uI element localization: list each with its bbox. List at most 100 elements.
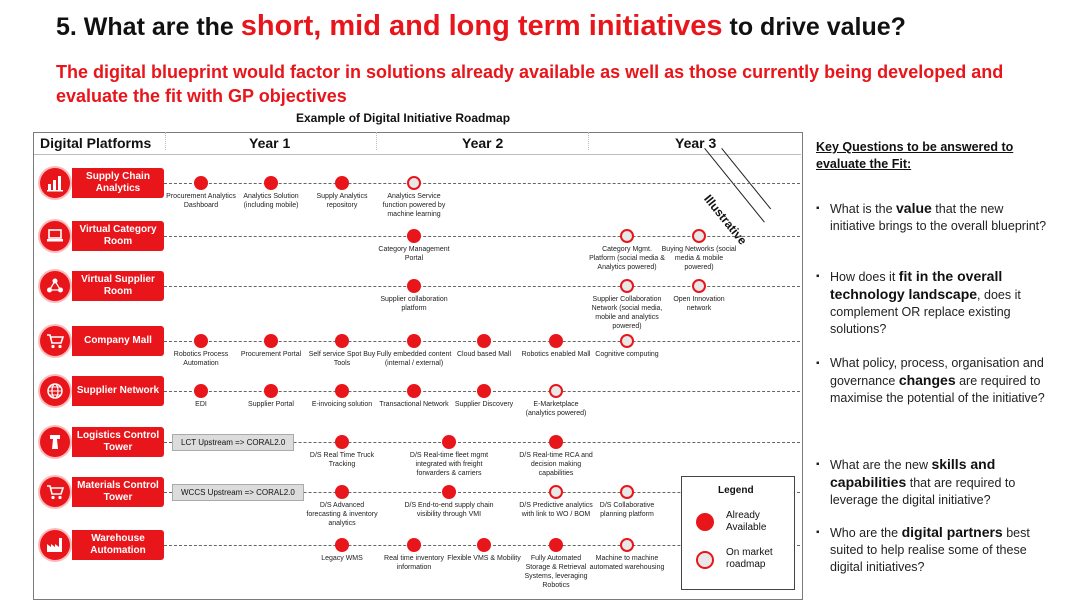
initiative-label: Robotics Process Automation: [173, 351, 229, 367]
roadmap-frame: [33, 132, 803, 600]
initiative-label: Category Management Portal: [378, 246, 450, 262]
market-roadmap-marker: [620, 229, 634, 243]
key-question: ▪ What policy, process, organisation and …: [816, 356, 1045, 405]
bullet-icon: ▪: [816, 203, 820, 214]
legend-market-label: On market roadmap: [726, 547, 773, 570]
initiative-label: D/S Real-time RCA and decision making ca…: [519, 452, 593, 477]
available-marker: [335, 538, 349, 552]
platform-label: Virtual Supplier Room: [72, 271, 164, 301]
initiative-label: E-invoicing solution: [311, 401, 373, 408]
legend-title: Legend: [718, 485, 754, 496]
market-roadmap-marker: [620, 538, 634, 552]
initiative-label: D/S Real-time fleet mgmt integrated with…: [409, 452, 489, 477]
legend-available-label: Already Available: [726, 510, 767, 533]
initiative-label: D/S Real Time Truck Tracking: [309, 452, 375, 468]
initiative-label: Supplier Collaboration Network (social m…: [591, 296, 663, 330]
initiative-label: D/S Predictive analytics with link to WO…: [519, 502, 593, 518]
bullet-icon: ▪: [816, 527, 820, 538]
market-roadmap-marker: [692, 279, 706, 293]
available-marker: [407, 334, 421, 348]
market-roadmap-marker: [407, 176, 421, 190]
platform-label: Supply Chain Analytics: [72, 168, 164, 198]
header-separator: [588, 132, 589, 150]
bullet-icon: ▪: [816, 271, 820, 282]
market-roadmap-marker: [620, 485, 634, 499]
initiative-label: D/S Advanced forecasting & inventory ana…: [306, 502, 378, 527]
platform-label: Virtual Category Room: [72, 221, 164, 251]
initiative-label: Real time inventory information: [384, 555, 444, 571]
available-marker: [442, 435, 456, 449]
available-marker: [335, 176, 349, 190]
initiative-label: D/S Collaborative planning platform: [599, 502, 655, 518]
platform-label: Company Mall: [72, 326, 164, 356]
initiative-label: Robotics enabled Mall: [521, 351, 591, 358]
legend-market-marker: [696, 551, 714, 569]
network-icon: [40, 271, 70, 301]
initiative-label: Procurement Analytics Dashboard: [166, 193, 236, 209]
platform-label: Supplier Network: [72, 376, 164, 406]
available-marker: [477, 384, 491, 398]
globe-icon: [40, 376, 70, 406]
header-year-1: Year 1: [249, 135, 291, 151]
initiative-label: Supplier Portal: [248, 401, 294, 408]
platform-label: Warehouse Automation: [72, 530, 164, 560]
available-marker: [407, 229, 421, 243]
initiative-label: Self service Spot Buy Tools: [308, 351, 376, 367]
cart-icon: [40, 477, 70, 507]
market-roadmap-marker: [549, 384, 563, 398]
available-marker: [549, 538, 563, 552]
legend-available-marker: [696, 513, 714, 531]
available-marker: [335, 435, 349, 449]
timeline-line: [164, 442, 800, 443]
bullet-icon: ▪: [816, 358, 820, 369]
initiative-label: Analytics Service function powered by ma…: [382, 193, 446, 218]
initiative-label: Cloud based Mall: [456, 351, 512, 358]
platform-label: Logistics Control Tower: [72, 427, 164, 457]
laptop-icon: [40, 221, 70, 251]
factory-icon: [40, 530, 70, 560]
initiative-label: Legacy WMS: [321, 555, 363, 562]
header-digital-platforms: Digital Platforms: [40, 135, 152, 151]
header-year-3: Year 3: [675, 135, 717, 151]
market-roadmap-marker: [549, 485, 563, 499]
initiative-label: Cognitive computing: [595, 351, 659, 358]
market-roadmap-marker: [620, 334, 634, 348]
initiative-label: Procurement Portal: [240, 351, 302, 358]
initiative-label: Supplier Discovery: [454, 401, 514, 408]
upstream-box: WCCS Upstream => CORAL2.0: [172, 484, 304, 501]
available-marker: [549, 334, 563, 348]
key-question: ▪ Who are the digital partners best suite…: [816, 524, 1030, 574]
key-question: ▪ What are the new skills and capabilitie…: [816, 456, 1016, 507]
timeline-line: [164, 286, 800, 287]
available-marker: [335, 485, 349, 499]
bar-chart-icon: [40, 168, 70, 198]
timeline-line: [164, 236, 800, 237]
header-year-2: Year 2: [462, 135, 504, 151]
initiative-label: Category Mgmt. Platform (social media & …: [589, 246, 665, 271]
legend: Legend Already Available On market roadm…: [681, 476, 795, 590]
cart-icon: [40, 326, 70, 356]
market-roadmap-marker: [692, 229, 706, 243]
available-marker: [264, 176, 278, 190]
available-marker: [194, 384, 208, 398]
available-marker: [407, 279, 421, 293]
timeline-line: [164, 492, 800, 493]
upstream-box: LCT Upstream => CORAL2.0: [172, 434, 295, 451]
initiative-label: Open Innovation network: [673, 296, 725, 312]
available-marker: [335, 334, 349, 348]
bullet-icon: ▪: [816, 459, 820, 470]
available-marker: [442, 485, 456, 499]
timeline-line: [164, 183, 800, 184]
platform-label: Materials Control Tower: [72, 477, 164, 507]
available-marker: [477, 538, 491, 552]
page-title: 5. What are the short, mid and long term…: [56, 10, 906, 42]
page-subtitle: The digital blueprint would factor in so…: [56, 62, 1004, 106]
available-marker: [194, 176, 208, 190]
key-question: ▪ What is the value that the new initiati…: [816, 200, 1047, 233]
initiative-label: Buying Networks (social media & mobile p…: [661, 246, 737, 271]
initiative-label: EDI: [195, 401, 207, 408]
initiative-label: Machine to machine automated warehousing: [589, 555, 665, 571]
initiative-label: Supply Analytics repository: [316, 193, 368, 209]
initiative-label: D/S End-to-end supply chain visibility t…: [404, 502, 494, 518]
tower-icon: [40, 427, 70, 457]
